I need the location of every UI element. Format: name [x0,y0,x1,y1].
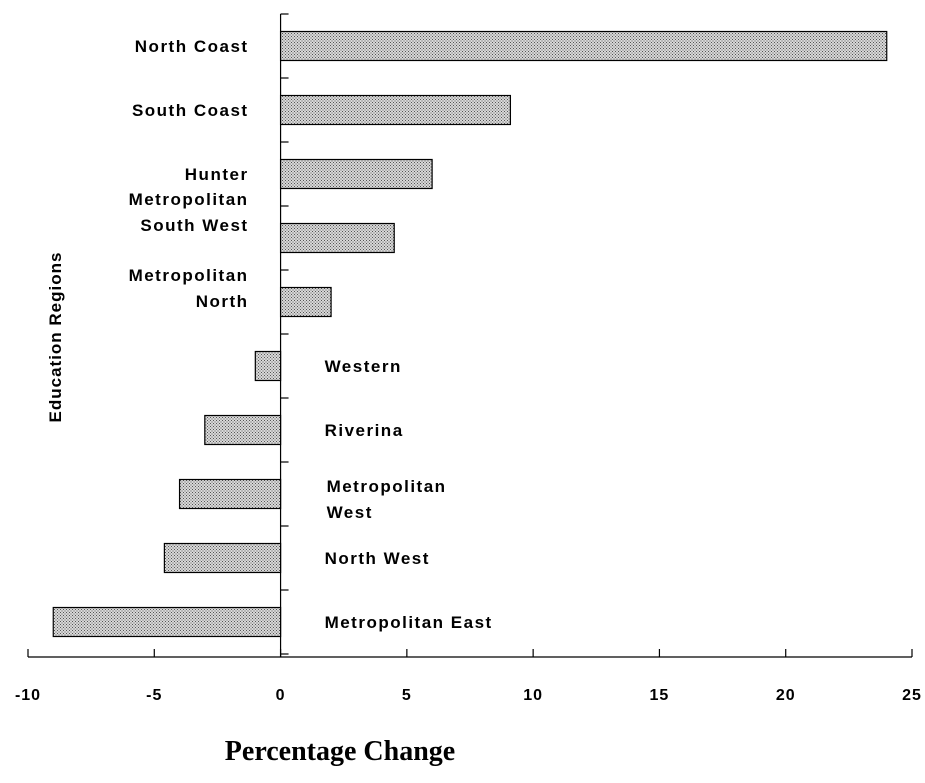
category-label-line: West [327,503,373,522]
category-label-line: Metropolitan [129,266,249,285]
category-label-line: Metropolitan [129,190,249,209]
bar [52,606,282,638]
bar [254,350,282,382]
category-label: Metropolitan North [129,266,249,311]
x-tick-label: 10 [523,687,543,704]
bar [279,30,888,62]
bar [279,94,512,126]
bar [279,222,395,254]
x-tick-label: 0 [276,687,286,704]
bar [178,478,282,510]
category-label-line: Hunter [185,165,249,184]
category-label-line: South Coast [132,101,249,120]
category-labels: North Coast South Coast Hunter Metropolitan… [129,37,493,632]
category-label: Metropolitan South West [129,190,249,235]
category-label-line: Riverina [325,421,404,440]
bar [279,158,433,190]
x-tick-label: 25 [902,687,922,704]
x-tick-label: 5 [402,687,412,704]
y-axis-label: Education Regions [46,252,65,423]
category-label-line: Metropolitan [327,477,447,496]
bars [52,30,888,638]
bar [279,286,332,318]
category-label: Metropolitan East [325,613,493,632]
category-label: Western [325,357,402,376]
category-label: Metropolitan West [327,477,447,522]
category-label-line: North [196,292,249,311]
bar [204,414,282,446]
x-tick-label: -10 [15,687,41,704]
x-tick-label: 20 [776,687,796,704]
category-label: South Coast [132,101,249,120]
x-axis-label: Percentage Change [225,736,455,767]
x-tick-label: 15 [650,687,670,704]
category-label-line: Western [325,357,402,376]
category-label: Riverina [325,421,404,440]
x-tick-labels: -10 -5 0 5 10 15 20 25 [15,687,922,704]
category-label: North West [325,549,430,568]
x-tick-label: -5 [146,687,162,704]
bar [163,542,282,574]
category-label-line: North West [325,549,430,568]
category-label-line: North Coast [135,37,249,56]
category-label-line: Metropolitan East [325,613,493,632]
category-label: Hunter [185,165,249,184]
category-label: North Coast [135,37,249,56]
category-label-line: South West [140,216,248,235]
